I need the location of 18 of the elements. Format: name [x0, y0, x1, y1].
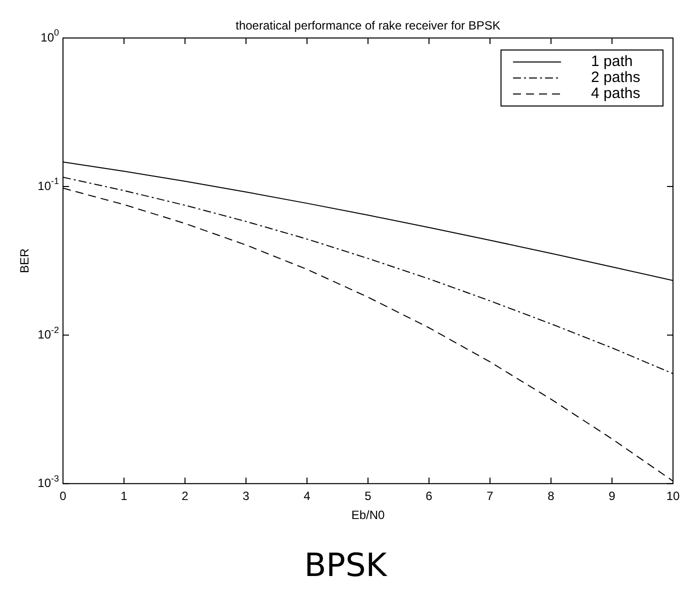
x-tick-label: 10 — [666, 488, 680, 503]
x-tick-label: 6 — [426, 488, 433, 503]
x-tick-label: 0 — [60, 488, 67, 503]
legend-label: 4 paths — [591, 85, 640, 102]
x-axis-title: Eb/N0 — [351, 508, 385, 522]
x-tick-label: 9 — [608, 488, 616, 503]
legend-label: 1 path — [591, 53, 633, 70]
chart-title: thoeratical performance of rake receiver for BPSK — [236, 18, 500, 32]
x-tick-label: 2 — [182, 488, 189, 503]
x-tick-label: 8 — [548, 488, 555, 503]
x-tick-label: 7 — [486, 488, 494, 503]
x-tick-label: 4 — [304, 488, 311, 503]
text: BPSK — [303, 546, 388, 584]
x-tick-label: 5 — [364, 488, 372, 503]
legend-label: 2 paths — [591, 69, 640, 86]
x-tick-label: 1 — [120, 488, 128, 503]
x-tick-label: 3 — [242, 488, 250, 503]
y-axis-title: BER — [17, 248, 32, 274]
